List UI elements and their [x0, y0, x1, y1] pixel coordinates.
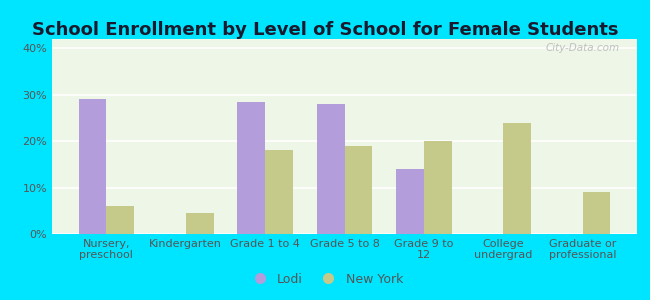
Bar [396, 169, 424, 234]
Bar [582, 192, 610, 234]
Bar [107, 206, 134, 234]
Bar [317, 104, 345, 234]
Text: City-Data.com: City-Data.com [545, 43, 619, 53]
Bar [186, 213, 214, 234]
Bar [237, 102, 265, 234]
Bar [424, 141, 452, 234]
Bar [344, 146, 372, 234]
Bar [79, 99, 107, 234]
Bar [503, 123, 531, 234]
Text: School Enrollment by Level of School for Female Students: School Enrollment by Level of School for… [32, 21, 618, 39]
Bar [265, 150, 293, 234]
Legend: Lodi, New York: Lodi, New York [242, 268, 408, 291]
